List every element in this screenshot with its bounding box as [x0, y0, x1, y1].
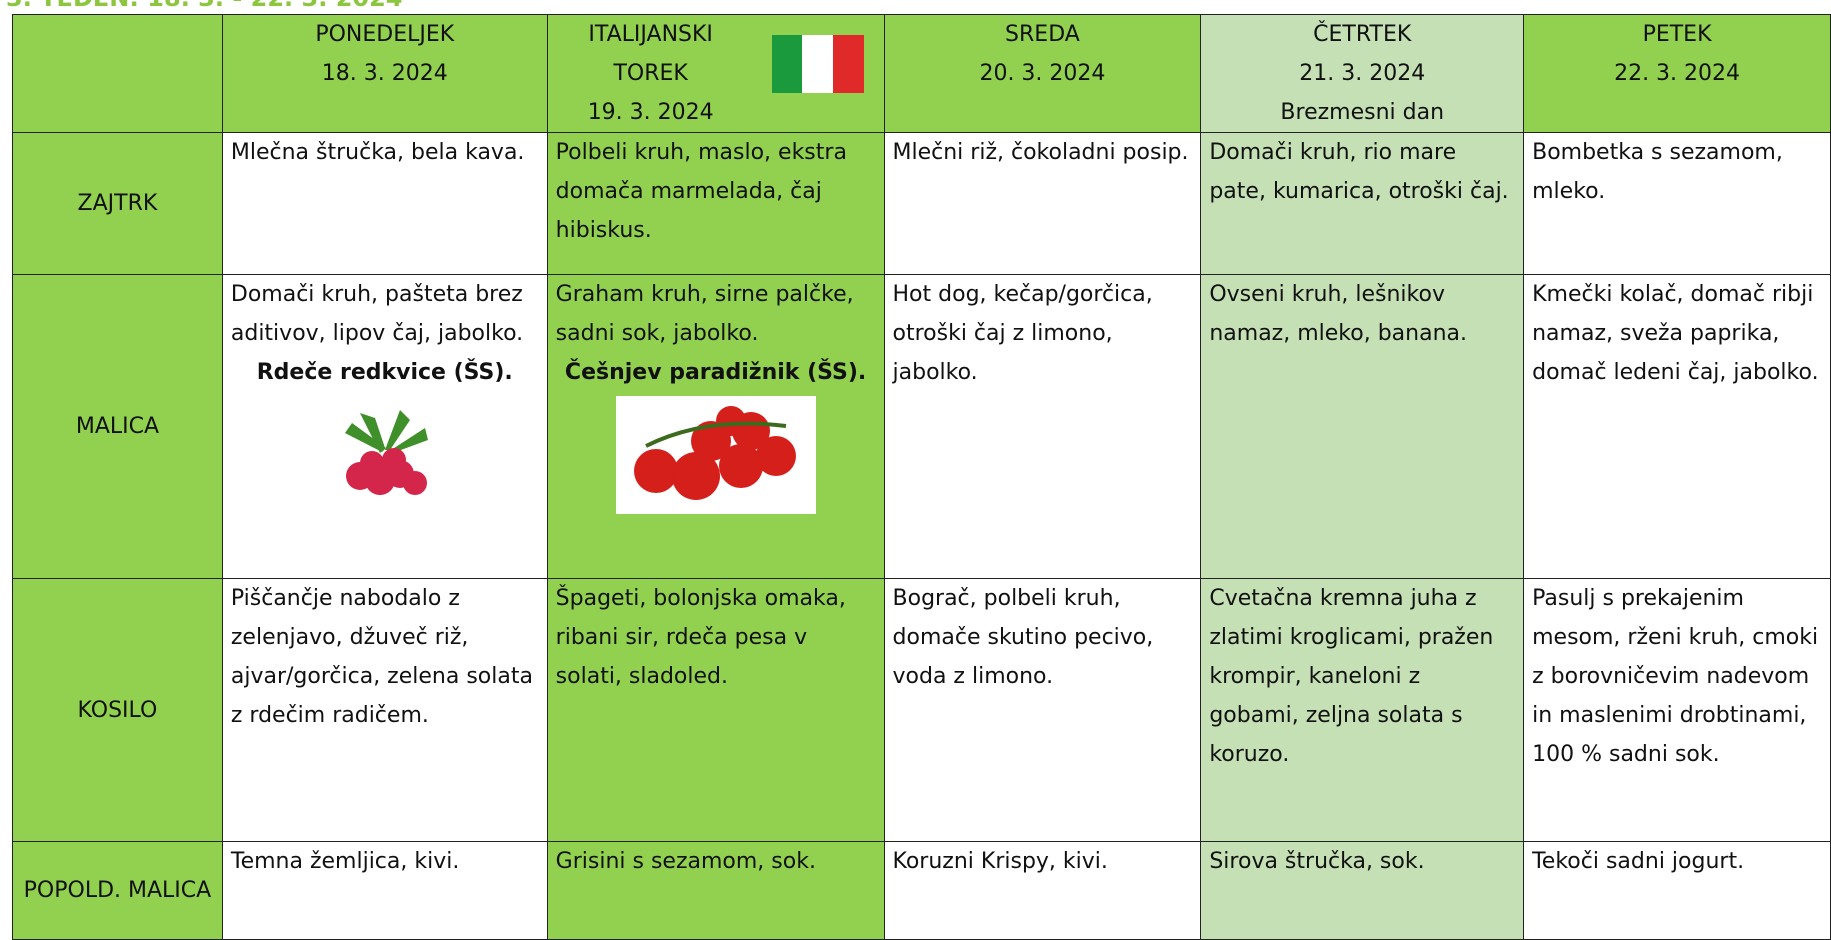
- menu-text: Pasulj s prekajenim mesom, rženi kruh, c…: [1532, 586, 1819, 767]
- meal-row: KOSILO Piščančje nabodalo z zelenjavo, dž…: [12, 578, 1831, 842]
- menu-text: Kmečki kolač, domač ribji namaz, sveža p…: [1532, 282, 1819, 385]
- date: 20. 3. 2024: [979, 61, 1106, 86]
- day-name: PONEDELJEK: [315, 22, 455, 47]
- menu-text: Domači kruh, pašteta brez aditivov, lipo…: [230, 282, 524, 346]
- menu-cell: Piščančje nabodalo z zelenjavo, džuveč r…: [221, 578, 548, 842]
- menu-text: Mlečna štručka, bela kava.: [230, 140, 525, 165]
- menu-cell: Koruzni Krispy, kivi.: [883, 841, 1202, 940]
- day-header: PONEDELJEK 18. 3. 2024: [221, 14, 548, 133]
- menu-text: Polbeli kruh, maslo, ekstra domača marme…: [555, 140, 847, 243]
- menu-text: Grisini s sezamom, sok.: [555, 849, 816, 874]
- menu-table: PONEDELJEK 18. 3. 2024 ITALIJANSKI TOREK 19.…: [12, 14, 1831, 940]
- menu-text: Bograč, polbeli kruh, domače skutino pec…: [892, 586, 1154, 689]
- menu-text: Sirova štručka, sok.: [1209, 849, 1425, 874]
- date: 18. 3. 2024: [321, 61, 448, 86]
- menu-cell: Graham kruh, sirne palčke, sadni sok, ja…: [546, 274, 885, 579]
- menu-cell: Kmečki kolač, domač ribji namaz, sveža p…: [1523, 274, 1831, 579]
- meal-label: ZAJTRK: [12, 132, 223, 275]
- day-name: ČETRTEK: [1313, 22, 1412, 47]
- note: Brezmesni dan: [1280, 100, 1445, 125]
- highlight: Rdeče redkvice (ŠS).: [256, 360, 513, 385]
- menu-text: Cvetačna kremna juha z zlatimi kroglicam…: [1209, 586, 1494, 767]
- menu-text: Piščančje nabodalo z zelenjavo, džuveč r…: [230, 586, 533, 728]
- date: 21. 3. 2024: [1299, 61, 1426, 86]
- menu-cell: Bombetka s sezamom, mleko.: [1523, 132, 1831, 275]
- menu-cell: Polbeli kruh, maslo, ekstra domača marme…: [546, 132, 885, 275]
- menu-cell: Temna žemljica, kivi.: [221, 841, 548, 940]
- day-name: SREDA: [1005, 22, 1080, 47]
- header-row: PONEDELJEK 18. 3. 2024 ITALIJANSKI TOREK 19.…: [12, 14, 1831, 133]
- menu-cell: Tekoči sadni jogurt.: [1523, 841, 1831, 940]
- meal-row: MALICA Domači kruh, pašteta brez aditivov…: [12, 274, 1831, 579]
- menu-cell: Cvetačna kremna juha z zlatimi kroglicam…: [1200, 578, 1525, 842]
- menu-cell: Domači kruh, rio mare pate, kumarica, ot…: [1200, 132, 1525, 275]
- menu-cell: Sirova štručka, sok.: [1200, 841, 1525, 940]
- menu-cell: Špageti, bolonjska omaka, ribani sir, rd…: [546, 578, 885, 842]
- menu-text: Graham kruh, sirne palčke, sadni sok, ja…: [555, 282, 854, 346]
- meal-row: ZAJTRK Mlečna štručka, bela kava. Polbeli …: [12, 132, 1831, 275]
- menu-text: Mlečni riž, čokoladni posip.: [892, 140, 1189, 165]
- date: 19. 3. 2024: [587, 100, 714, 125]
- day-header: PETEK 22. 3. 2024: [1523, 14, 1831, 133]
- day-name: TOREK: [613, 61, 688, 86]
- menu-text: Temna žemljica, kivi.: [230, 849, 460, 874]
- menu-text: Ovseni kruh, lešnikov namaz, mleko, bana…: [1209, 282, 1467, 346]
- corner-cell: [12, 14, 223, 133]
- menu-text: Tekoči sadni jogurt.: [1532, 849, 1745, 874]
- menu-text: Hot dog, kečap/gorčica, otroški čaj z li…: [892, 282, 1153, 385]
- menu-cell: Ovseni kruh, lešnikov namaz, mleko, bana…: [1200, 274, 1525, 579]
- day-header: ČETRTEK 21. 3. 2024 Brezmesni dan: [1200, 14, 1525, 133]
- food-image: [556, 396, 876, 514]
- day-header: ITALIJANSKI TOREK 19. 3. 2024: [546, 14, 885, 133]
- date: 22. 3. 2024: [1614, 61, 1741, 86]
- menu-text: Koruzni Krispy, kivi.: [892, 849, 1108, 874]
- menu-cell: Mlečna štručka, bela kava.: [221, 132, 548, 275]
- food-image: [231, 408, 539, 503]
- menu-cell: Pasulj s prekajenim mesom, rženi kruh, c…: [1523, 578, 1831, 842]
- menu-text: Domači kruh, rio mare pate, kumarica, ot…: [1209, 140, 1509, 204]
- page-title: 3. TEDEN: 18. 3. - 22. 3. 2024: [6, 0, 403, 14]
- header-text: ITALIJANSKI TOREK 19. 3. 2024: [556, 16, 746, 132]
- menu-cell: Bograč, polbeli kruh, domače skutino pec…: [883, 578, 1202, 842]
- menu-text: Špageti, bolonjska omaka, ribani sir, rd…: [555, 586, 846, 689]
- menu-cell: Domači kruh, pašteta brez aditivov, lipo…: [221, 274, 548, 579]
- menu-cell: Hot dog, kečap/gorčica, otroški čaj z li…: [883, 274, 1202, 579]
- meal-label: MALICA: [12, 274, 223, 579]
- meal-label: POPOLD. MALICA: [12, 841, 223, 940]
- italian-flag: [771, 35, 864, 93]
- theme: ITALIJANSKI: [588, 22, 713, 47]
- menu-text: Bombetka s sezamom, mleko.: [1532, 140, 1783, 204]
- day-header: SREDA 20. 3. 2024: [883, 14, 1202, 133]
- day-name: PETEK: [1642, 22, 1712, 47]
- menu-cell: Mlečni riž, čokoladni posip.: [883, 132, 1202, 275]
- meal-row: POPOLD. MALICA Temna žemljica, kivi. Grisi…: [12, 841, 1831, 940]
- highlight: Češnjev paradižnik (ŠS).: [564, 360, 867, 385]
- meal-label: KOSILO: [12, 578, 223, 842]
- menu-cell: Grisini s sezamom, sok.: [546, 841, 885, 940]
